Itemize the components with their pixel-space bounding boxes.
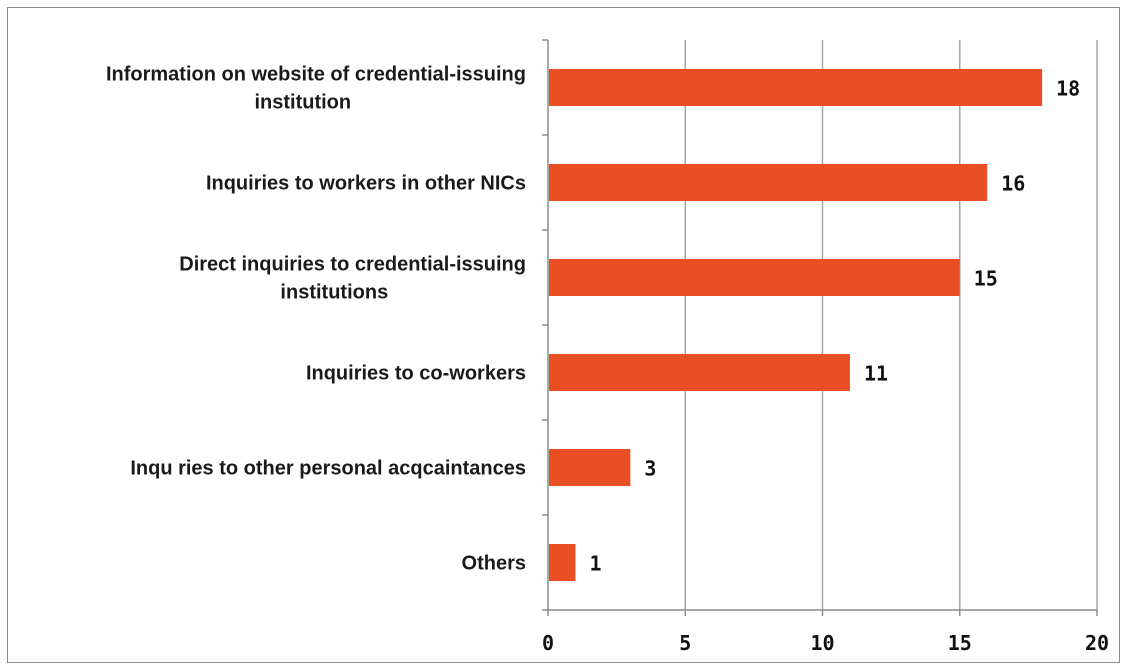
category-label-line: Inquiries to co-workers [306,363,526,385]
bar-2 [549,259,960,296]
category-label-line: Inquiries to workers in other NICs [206,173,526,195]
bar-0 [549,69,1043,106]
x-tick-label-20: 20 [1085,631,1109,655]
category-label-line: Direct inquiries to credential-issuing [179,254,526,276]
bar-4 [549,449,631,486]
category-label-line: Inqu ries to other personal acqcaintance… [130,458,526,480]
category-label-line: institutions [280,282,388,304]
category-label-line: Others [462,553,526,575]
value-label-0: 18 [1056,77,1080,101]
value-label-5: 1 [589,552,601,576]
x-tick-label-0: 0 [542,631,554,655]
x-tick-label-15: 15 [948,631,972,655]
value-label-2: 15 [974,267,998,291]
category-label-line: institution [254,92,351,114]
category-label-0: Information on website of credential-iss… [106,64,526,114]
value-label-4: 3 [644,457,656,481]
category-label-2: Direct inquiries to credential-issuing in… [179,254,526,304]
category-label-line: Information on website of credential-iss… [106,64,526,86]
category-label-4: Inqu ries to other personal acqcaintance… [130,458,526,480]
category-label-5: Others [462,553,526,575]
x-tick-label-5: 5 [679,631,691,655]
category-label-3: Inquiries to co-workers [306,363,526,385]
x-tick-label-10: 10 [810,631,834,655]
category-label-1: Inquiries to workers in other NICs [206,173,526,195]
bar-3 [549,354,850,391]
value-label-3: 11 [864,362,888,386]
bar-5 [549,544,576,581]
value-label-1: 16 [1001,172,1025,196]
bar-1 [549,164,988,201]
